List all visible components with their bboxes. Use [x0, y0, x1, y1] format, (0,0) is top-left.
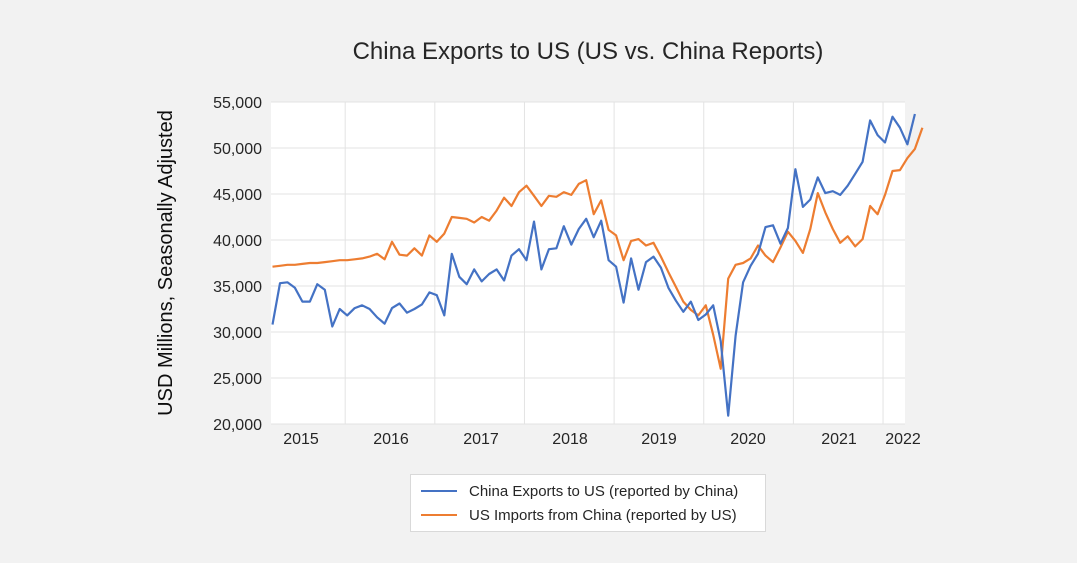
- x-tick-label: 2022: [885, 431, 921, 448]
- x-tick-label: 2017: [463, 431, 499, 448]
- y-tick-label: 45,000: [213, 187, 262, 204]
- x-tick-label: 2016: [373, 431, 409, 448]
- legend: China Exports to US (reported by China) …: [410, 474, 766, 532]
- y-tick-label: 25,000: [213, 371, 262, 388]
- series-lines: [271, 113, 924, 417]
- series-line-us-imports: [272, 127, 924, 370]
- x-tick-label: 2019: [641, 431, 677, 448]
- x-tick-label: 2018: [552, 431, 588, 448]
- y-tick-label: 55,000: [213, 95, 262, 112]
- y-tick-label: 40,000: [213, 233, 262, 250]
- y-tick-labels: 20,000 25,000 30,000 35,000 40,000 45,000 50,0…: [213, 95, 262, 434]
- series-line-china-exports: [271, 113, 916, 417]
- vertical-gridlines: [344, 102, 884, 424]
- horizontal-gridlines: [271, 101, 905, 425]
- legend-swatch-blue: [421, 490, 457, 492]
- chart-title: China Exports to US (US vs. China Report…: [353, 38, 824, 65]
- x-tick-label: 2020: [730, 431, 766, 448]
- x-tick-labels: 2015 2016 2017 2018 2019 2020 2021 2022: [283, 431, 921, 448]
- y-axis-label: USD Millions, Seasonally Adjusted: [155, 110, 177, 416]
- x-tick-label: 2015: [283, 431, 319, 448]
- plot-area: [271, 102, 905, 424]
- legend-swatch-orange: [421, 514, 457, 516]
- legend-label-us-imports: US Imports from China (reported by US): [469, 506, 737, 524]
- legend-item-us-imports: US Imports from China (reported by US): [421, 503, 755, 527]
- legend-item-china-exports: China Exports to US (reported by China): [421, 479, 755, 503]
- legend-label-china-exports: China Exports to US (reported by China): [469, 482, 739, 500]
- y-tick-label: 35,000: [213, 279, 262, 296]
- y-tick-label: 20,000: [213, 417, 262, 434]
- x-tick-label: 2021: [821, 431, 857, 448]
- y-tick-label: 50,000: [213, 141, 262, 158]
- y-tick-label: 30,000: [213, 325, 262, 342]
